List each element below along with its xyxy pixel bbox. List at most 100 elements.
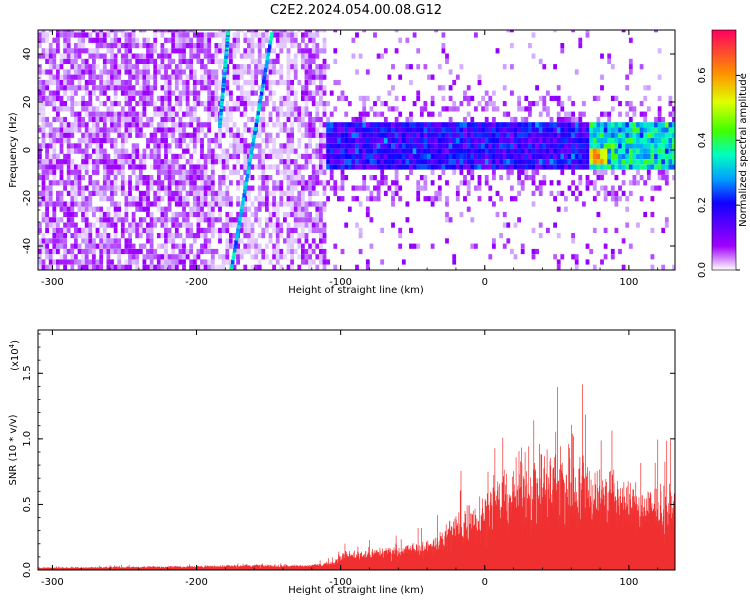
heatmap-cell (45, 58, 49, 64)
heatmap-cell (513, 196, 518, 202)
heatmap-cell (210, 95, 215, 101)
heatmap-cell (614, 227, 619, 233)
heatmap-cell (77, 122, 82, 128)
heatmap-cell (229, 217, 233, 223)
heatmap-cell (286, 227, 291, 233)
heatmap-cell (66, 227, 71, 233)
heatmap-cell (419, 175, 424, 181)
heatmap-cell (95, 190, 100, 196)
heatmap-cell (95, 111, 100, 117)
heatmap-cell (383, 101, 388, 107)
heatmap-cell (48, 138, 53, 144)
heatmap-cell (311, 101, 316, 107)
heatmap-cell (492, 164, 496, 170)
heatmap-cell (207, 37, 212, 43)
heatmap-cell (275, 243, 280, 249)
heatmap-cell (614, 159, 619, 165)
heatmap-cell (243, 37, 248, 43)
heatmap-cell (661, 175, 666, 181)
heatmap-cell (308, 127, 312, 133)
heatmap-cell (135, 127, 140, 133)
heatmap-cell (63, 138, 67, 144)
heatmap-cell (146, 238, 150, 244)
heatmap-cell (41, 169, 46, 175)
heatmap-cell (218, 48, 222, 54)
heatmap-cell (225, 85, 230, 91)
heatmap-cell (650, 148, 655, 154)
heatmap-cell (279, 159, 284, 165)
heatmap-cell (603, 190, 608, 196)
heatmap-cell (272, 32, 276, 38)
heatmap-cell (156, 201, 161, 207)
heatmap-cell (470, 138, 475, 144)
heatmap-cell (621, 30, 626, 33)
heatmap-cell (142, 85, 147, 91)
heatmap-cell (315, 127, 320, 133)
heatmap-cell (196, 48, 201, 54)
heatmap-cell (607, 164, 612, 170)
heatmap-cell (149, 222, 154, 228)
heatmap-cell (582, 159, 586, 165)
heatmap-cell (297, 190, 302, 196)
heatmap-cell (250, 79, 255, 86)
heatmap-cell (293, 169, 298, 175)
heatmap-cell (286, 190, 291, 196)
heatmap-cell (70, 243, 75, 249)
heatmap-cell (668, 132, 673, 138)
heatmap-cell (250, 243, 255, 249)
heatmap-cell (200, 153, 204, 159)
heatmap-cell (625, 196, 630, 202)
streak-0-segment (234, 240, 238, 245)
heatmap-cell (528, 138, 532, 144)
heatmap-cell (88, 95, 93, 101)
heatmap-cell (607, 53, 612, 59)
heatmap-cell (124, 217, 129, 223)
heatmap-cell (74, 69, 78, 75)
heatmap-cell (319, 227, 323, 233)
heatmap-cell (236, 48, 240, 54)
heatmap-cell (293, 238, 298, 244)
heatmap-cell (419, 138, 424, 144)
heatmap-cell (326, 101, 330, 107)
heatmap-cell (247, 196, 251, 202)
heatmap-cell (92, 74, 96, 80)
heatmap-cell (257, 37, 262, 43)
heatmap-cell (553, 138, 557, 144)
heatmap-cell (657, 143, 662, 149)
heatmap-cell (81, 74, 85, 80)
heatmap-cell (315, 32, 320, 38)
heatmap-cell (45, 211, 49, 218)
heatmap-cell (441, 32, 446, 38)
heatmap-cell (81, 64, 85, 70)
heatmap-cell (290, 185, 294, 191)
heatmap-cell (48, 196, 53, 202)
heatmap-cell (445, 211, 449, 218)
heatmap-cell (427, 159, 431, 165)
heatmap-cell (164, 243, 168, 249)
heatmap-cell (84, 69, 89, 75)
heatmap-cell (106, 69, 111, 75)
heatmap-cell (492, 138, 496, 144)
heatmap-cell (142, 30, 147, 33)
heatmap-cell (650, 196, 655, 202)
heatmap-cell (502, 153, 507, 159)
heatmap-cell (164, 254, 168, 260)
heatmap-cell (207, 85, 212, 91)
heatmap-cell (362, 116, 367, 123)
heatmap-cell (160, 58, 165, 64)
heatmap-cell (120, 248, 125, 255)
heatmap-cell (99, 132, 104, 138)
heatmap-cell (610, 132, 615, 138)
heatmap-cell (210, 196, 215, 202)
heatmap-cell (225, 201, 230, 207)
heatmap-cell (261, 159, 266, 165)
heatmap-cell (315, 74, 320, 80)
heatmap-cell (88, 53, 93, 59)
heatmap-cell (52, 132, 57, 138)
heatmap-cell (301, 111, 305, 117)
heatmap-cell (459, 127, 464, 133)
heatmap-cell (286, 32, 291, 38)
heatmap-cell (275, 259, 280, 265)
heatmap-cell (531, 153, 536, 159)
heatmap-cell (322, 190, 327, 196)
